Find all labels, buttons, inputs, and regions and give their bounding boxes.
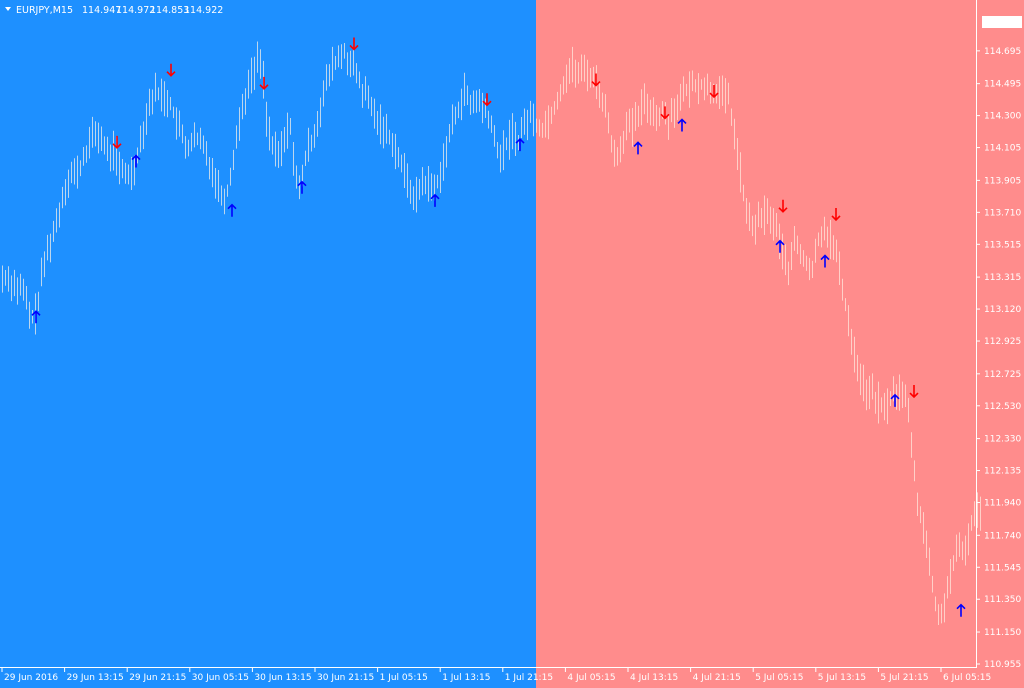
price-tick-label: 111.940 <box>984 499 1021 509</box>
price-tick-label: 111.350 <box>984 595 1021 605</box>
buy-arrow-icon <box>297 180 307 194</box>
chart-header: EURJPY,M15 114.947 114.972 114.853 114.9… <box>5 5 223 16</box>
time-tick-label: 1 Jul 13:15 <box>442 673 490 683</box>
buy-arrow-icon <box>677 118 687 132</box>
sell-arrow-icon <box>591 73 601 87</box>
price-tick-label: 113.905 <box>984 176 1021 186</box>
time-tick-label: 1 Jul 21:15 <box>505 673 553 683</box>
price-tick-label: 113.315 <box>984 273 1021 283</box>
buy-arrow-icon <box>956 603 966 617</box>
price-tick-label: 113.710 <box>984 208 1021 218</box>
sell-arrow-icon <box>349 37 359 51</box>
sell-arrow-icon <box>259 76 269 90</box>
price-tick-label: 114.300 <box>984 112 1021 122</box>
price-tick-label: 113.120 <box>984 305 1021 315</box>
time-tick-label: 5 Jul 13:15 <box>818 673 866 683</box>
header-close: 114.922 <box>184 5 223 16</box>
price-tick-label: 111.740 <box>984 531 1021 541</box>
time-tick-label: 5 Jul 05:15 <box>755 673 803 683</box>
header-low: 114.853 <box>150 5 189 16</box>
header-open: 114.947 <box>82 5 121 16</box>
buy-arrow-icon <box>131 154 141 168</box>
time-tick-label: 5 Jul 21:15 <box>880 673 928 683</box>
time-tick-label: 30 Jun 05:15 <box>192 673 249 683</box>
price-tick-label: 112.530 <box>984 402 1021 412</box>
time-tick-label: 29 Jun 21:15 <box>129 673 186 683</box>
current-price-box <box>982 16 1022 28</box>
buy-arrow-icon <box>890 393 900 407</box>
header-symbol: EURJPY,M15 <box>16 5 73 16</box>
header-dropdown-icon[interactable] <box>5 7 11 11</box>
current-price-label: 114.871 <box>983 19 1020 29</box>
chart-background-right <box>536 0 976 668</box>
buy-arrow-icon <box>430 193 440 207</box>
sell-arrow-icon <box>112 135 122 149</box>
price-tick-label: 112.725 <box>984 370 1021 380</box>
price-tick-label: 114.495 <box>984 80 1021 90</box>
time-tick-label: 4 Jul 05:15 <box>567 673 615 683</box>
price-tick-label: 110.955 <box>984 660 1021 670</box>
buy-arrow-icon <box>515 137 525 152</box>
sell-arrow-icon <box>709 85 719 99</box>
sell-arrow-icon <box>660 106 670 120</box>
header-high: 114.972 <box>116 5 155 16</box>
time-axis-background-left <box>0 668 536 688</box>
time-tick-label: 29 Jun 13:15 <box>67 673 124 683</box>
time-tick-label: 30 Jun 13:15 <box>254 673 311 683</box>
price-axis-background <box>976 0 1024 688</box>
sell-arrow-icon <box>909 385 919 399</box>
time-axis-ticks: 29 Jun 2016 29 Jun 13:15 29 Jun 21:15 30 Ju… <box>1 668 991 683</box>
time-axis-background-right <box>536 668 1024 688</box>
buy-arrow-icon <box>633 141 643 155</box>
price-tick-label: 111.545 <box>984 563 1021 573</box>
time-tick-label: 6 Jul 05:15 <box>943 673 991 683</box>
price-tick-label: 114.695 <box>984 47 1021 57</box>
price-bars <box>2 41 981 625</box>
price-tick-label: 112.330 <box>984 435 1021 445</box>
price-tick-label: 114.105 <box>984 144 1021 154</box>
sell-arrow-icon <box>778 199 788 213</box>
buy-arrow-icon <box>31 310 41 324</box>
chart-background-left <box>0 0 536 668</box>
price-tick-label: 112.925 <box>984 337 1021 347</box>
sell-arrow-icon <box>831 207 841 222</box>
time-tick-label: 29 Jun 2016 <box>4 673 58 683</box>
buy-arrow-icon <box>227 203 237 217</box>
price-tick-label: 111.150 <box>984 628 1021 638</box>
time-tick-label: 4 Jul 13:15 <box>630 673 678 683</box>
signal-arrows <box>31 37 966 617</box>
time-tick-label: 30 Jun 21:15 <box>317 673 374 683</box>
current-price-marker: 114.871 <box>982 16 1022 29</box>
price-tick-label: 113.515 <box>984 240 1021 250</box>
price-tick-label: 112.135 <box>984 467 1021 477</box>
time-tick-label: 1 Jul 05:15 <box>380 673 428 683</box>
sell-arrow-icon <box>482 93 492 107</box>
sell-arrow-icon <box>166 63 176 77</box>
time-tick-label: 4 Jul 21:15 <box>693 673 741 683</box>
buy-arrow-icon <box>820 254 830 268</box>
price-axis-ticks: 114.695 114.495 114.300 114.105 113.905 113.7… <box>976 47 1021 670</box>
buy-arrow-icon <box>775 239 785 253</box>
